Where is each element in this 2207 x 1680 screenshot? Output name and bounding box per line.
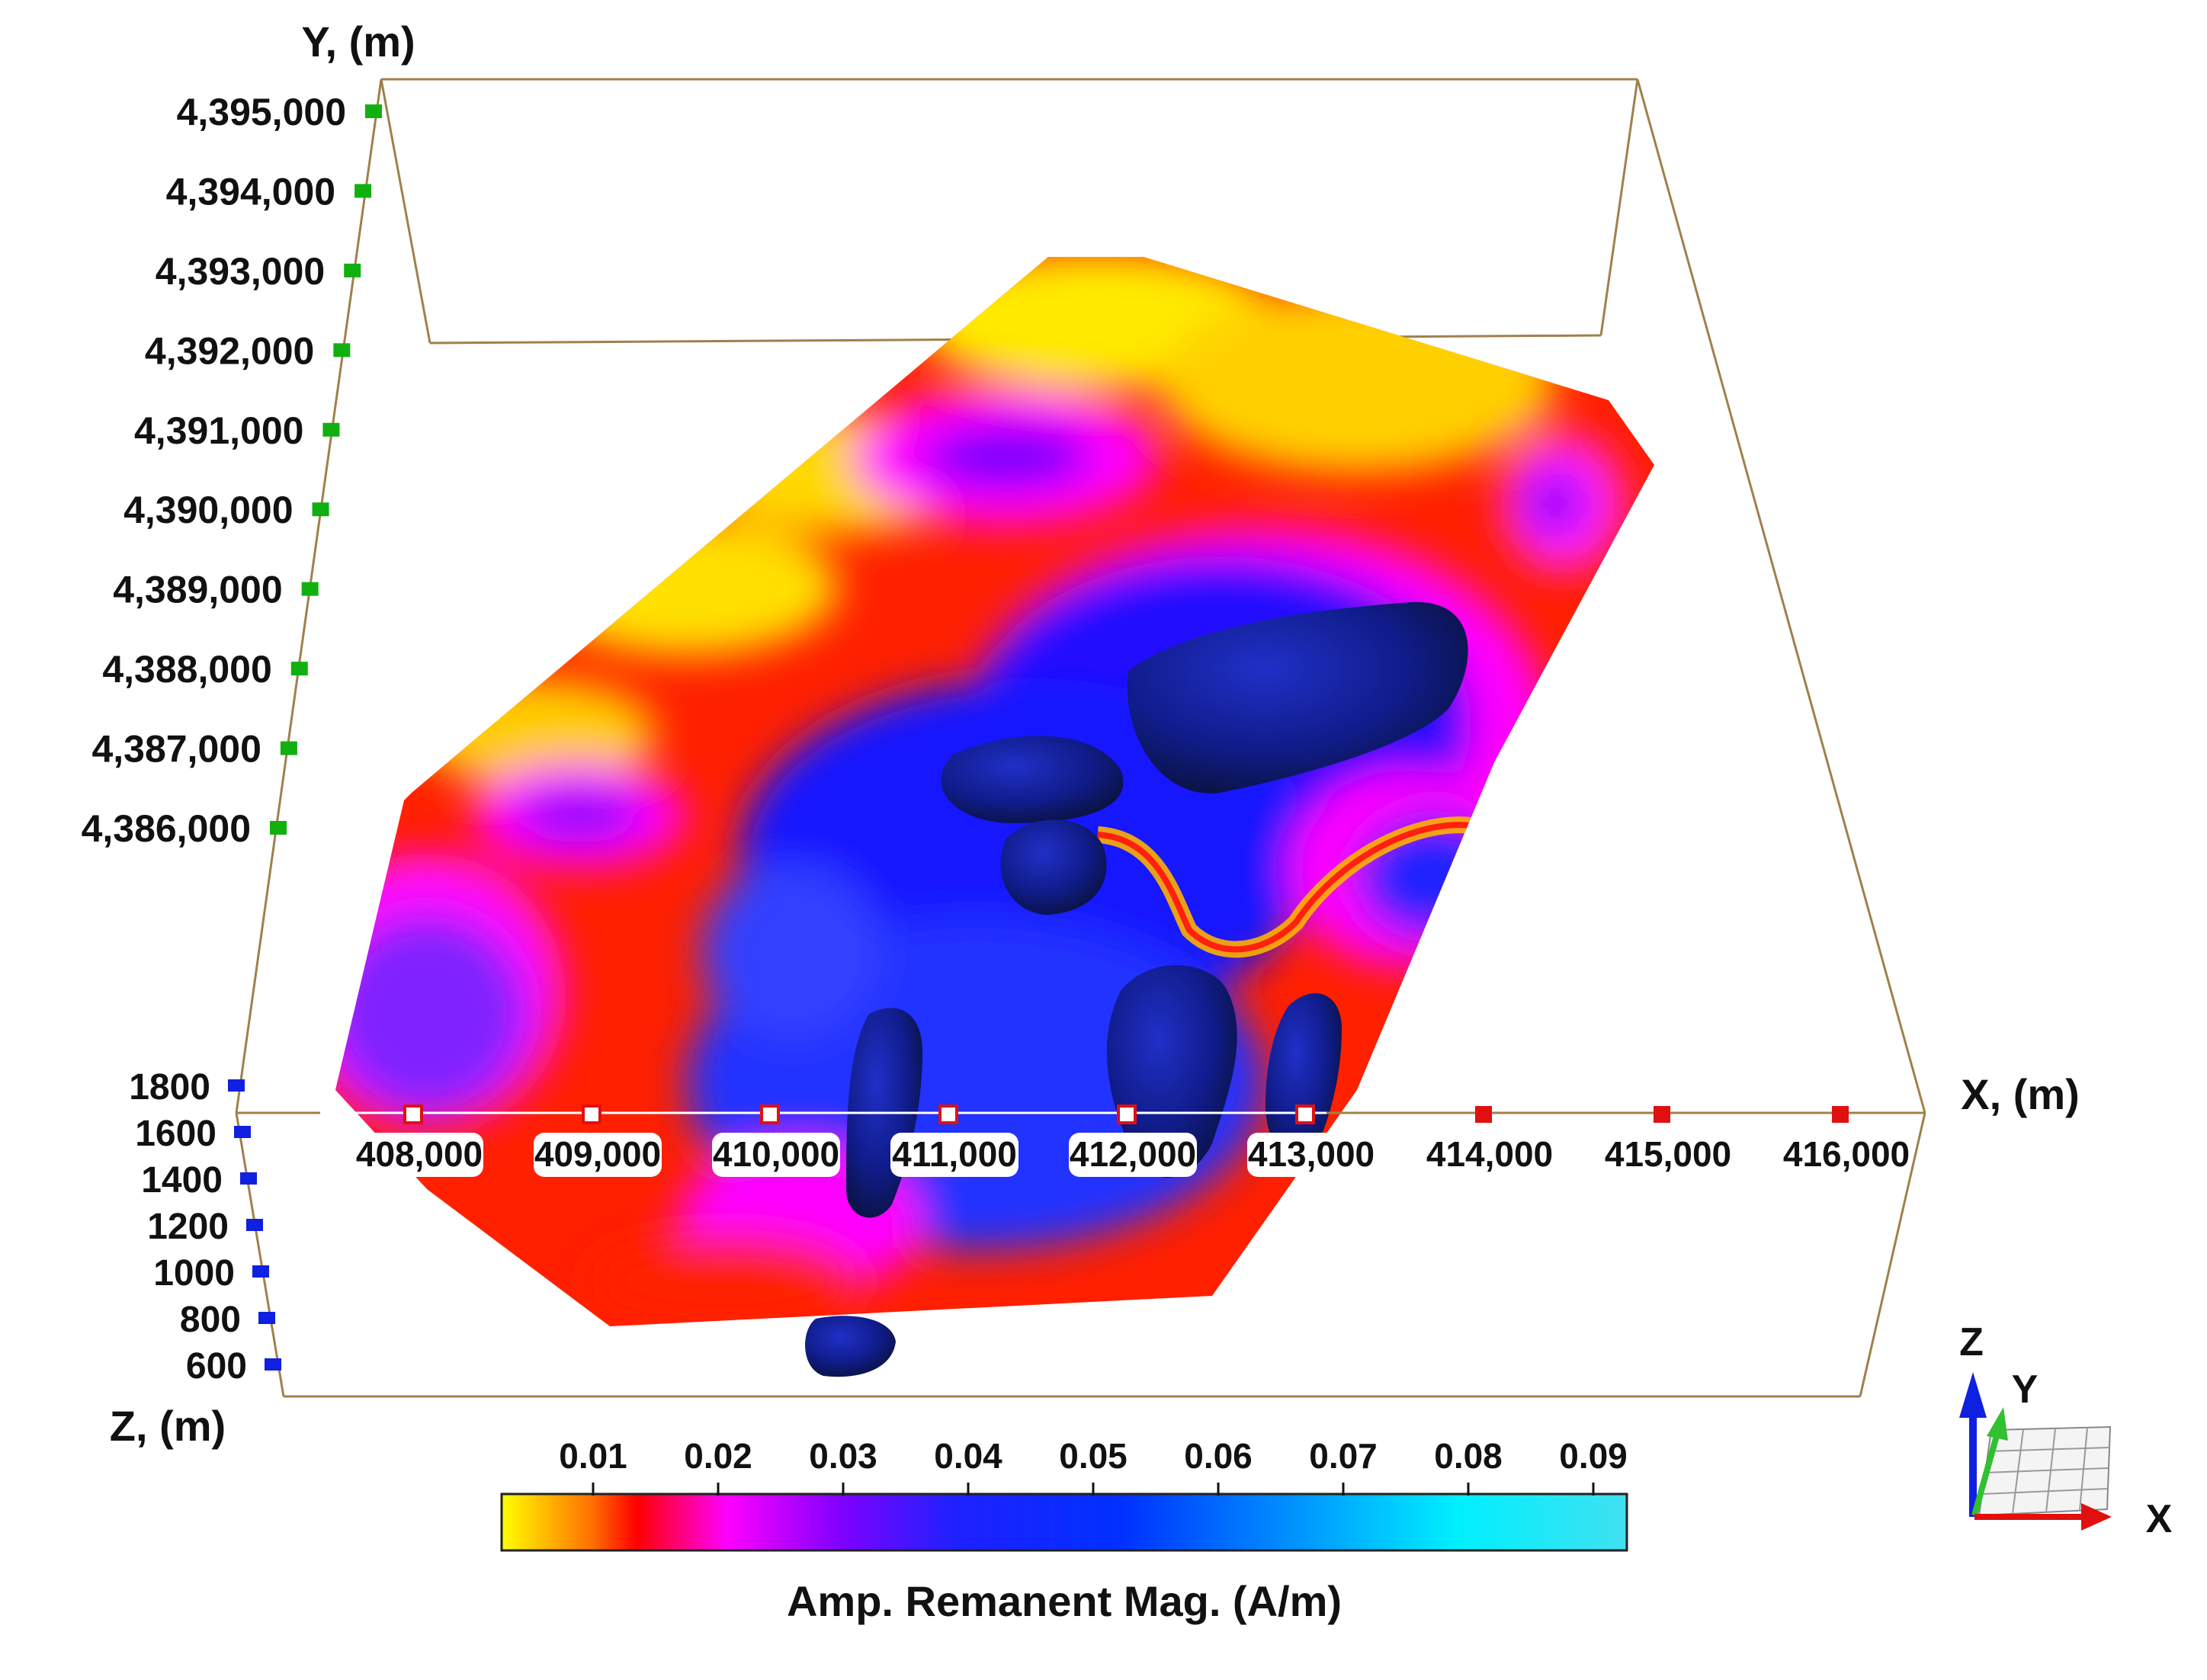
x-tick-label: 414,000 [1426,1134,1553,1174]
z-tick-marker [228,1079,245,1092]
y-tick-marker [270,821,287,835]
x-arrow-head [2081,1503,2112,1531]
x-tick-marker [1117,1105,1137,1124]
y-tick-label: 4,387,000 [91,728,261,771]
y-tick-label: 4,393,000 [156,250,325,293]
colorbar-tick-label: 0.07 [1309,1436,1378,1476]
z-arrow-head [1959,1372,1987,1418]
orientation-grid [1978,1425,2112,1517]
z-axis: Z, (m) 1800 1600 1400 1200 1000 800 600 [110,1067,281,1450]
x-tick-marker [938,1105,958,1124]
z-tick-marker [252,1265,269,1278]
x-tick-label: 409,000 [534,1134,661,1174]
y-arrow-head [1987,1407,2008,1441]
colorbar-tick-label: 0.02 [684,1436,752,1476]
z-tick-label: 1800 [129,1067,210,1108]
y-tick-marker [354,184,372,198]
x-tick-marker [760,1105,780,1124]
y-axis-label: Y, (m) [301,18,415,66]
y-arrow-shaft [1971,1432,2000,1517]
orientation-widget: Z Y X [1959,1320,2173,1541]
z-tick-marker [265,1358,281,1371]
x-tick-marker [1295,1105,1315,1124]
colorbar-scale [500,1492,1628,1552]
x-tick-label: 411,000 [892,1134,1017,1174]
z-tick-label: 1000 [153,1253,235,1294]
y-axis: Y, (m) 4,395,000 4,394,000 4,393,000 4,392,… [82,18,415,850]
colorbar-tick-label: 0.06 [1184,1436,1253,1476]
x-tick-marker [1832,1106,1849,1123]
x-tick-label: 410,000 [713,1134,839,1174]
y-tick-marker [322,422,340,437]
z-tick-label: 1200 [147,1207,229,1247]
x-tick-label: 412,000 [1070,1134,1196,1174]
y-tick-label: 4,386,000 [82,807,251,850]
y-tick-label: 4,389,000 [113,569,282,611]
z-tick-marker [246,1219,263,1231]
colorbar-tick-label: 0.08 [1434,1436,1503,1476]
y-tick-label: 4,391,000 [134,409,303,452]
x-tick-label: 416,000 [1783,1134,1910,1174]
colorbar-tick-label: 0.05 [1059,1436,1128,1476]
y-tick-label: 4,392,000 [145,329,314,372]
x-tick-label: 408,000 [356,1134,483,1174]
z-tick-marker [258,1312,275,1324]
x-tick-label: 415,000 [1605,1134,1731,1174]
x-tick-label-background [712,1133,840,1177]
x-tick-label-background [355,1133,483,1177]
y-tick-marker [312,502,329,517]
x-tick-label-background [1069,1133,1197,1177]
z-axis-label: Z, (m) [110,1402,226,1450]
z-tick-label: 1400 [141,1160,223,1201]
colorbar-label: Amp. Remanent Mag. (A/m) [787,1577,1342,1625]
z-tick-label: 600 [186,1346,247,1387]
z-tick-label: 1600 [135,1114,217,1154]
y-tick-marker [365,104,382,118]
x-tick-marker [582,1105,601,1124]
y-tick-label: 4,388,000 [102,648,271,691]
x-axis: X, (m) 408,000 409,000 410,000 411,000 412,0… [355,1070,2080,1177]
colorbar-tick-label: 0.04 [934,1436,1002,1476]
orientation-x-label: X [2146,1497,2173,1541]
colorbar-tick-label: 0.09 [1559,1436,1628,1476]
bounding-box-back [235,78,1926,1114]
y-tick-marker [333,343,351,357]
x-tick-marker [1654,1106,1670,1123]
x-tick-marker [1475,1106,1492,1123]
x-tick-label-background [1247,1133,1375,1177]
y-tick-label: 4,390,000 [124,489,293,531]
x-tick-label-background [890,1133,1018,1177]
bounding-box-front [235,1111,1926,1398]
y-tick-label: 4,395,000 [177,91,346,133]
y-tick-label: 4,394,000 [166,170,335,213]
x-axis-label: X, (m) [1961,1070,2080,1118]
x-tick-label-background [534,1133,662,1177]
colorbar: Amp. Remanent Mag. (A/m) 0.01 0.02 0.03 0.0… [500,1436,1628,1625]
z-tick-marker [234,1126,251,1138]
colorbar-tick-label: 0.01 [559,1436,627,1476]
y-tick-marker [290,662,308,676]
z-tick-label: 800 [180,1300,241,1340]
y-tick-marker [301,582,319,596]
x-tick-label: 413,000 [1248,1134,1375,1174]
y-tick-marker [280,741,297,755]
y-tick-marker [344,263,361,277]
x-tick-marker [403,1105,423,1124]
colorbar-tick-label: 0.03 [809,1436,877,1476]
z-tick-marker [240,1172,257,1185]
orientation-z-label: Z [1959,1320,1984,1364]
orientation-y-label: Y [2012,1367,2039,1412]
